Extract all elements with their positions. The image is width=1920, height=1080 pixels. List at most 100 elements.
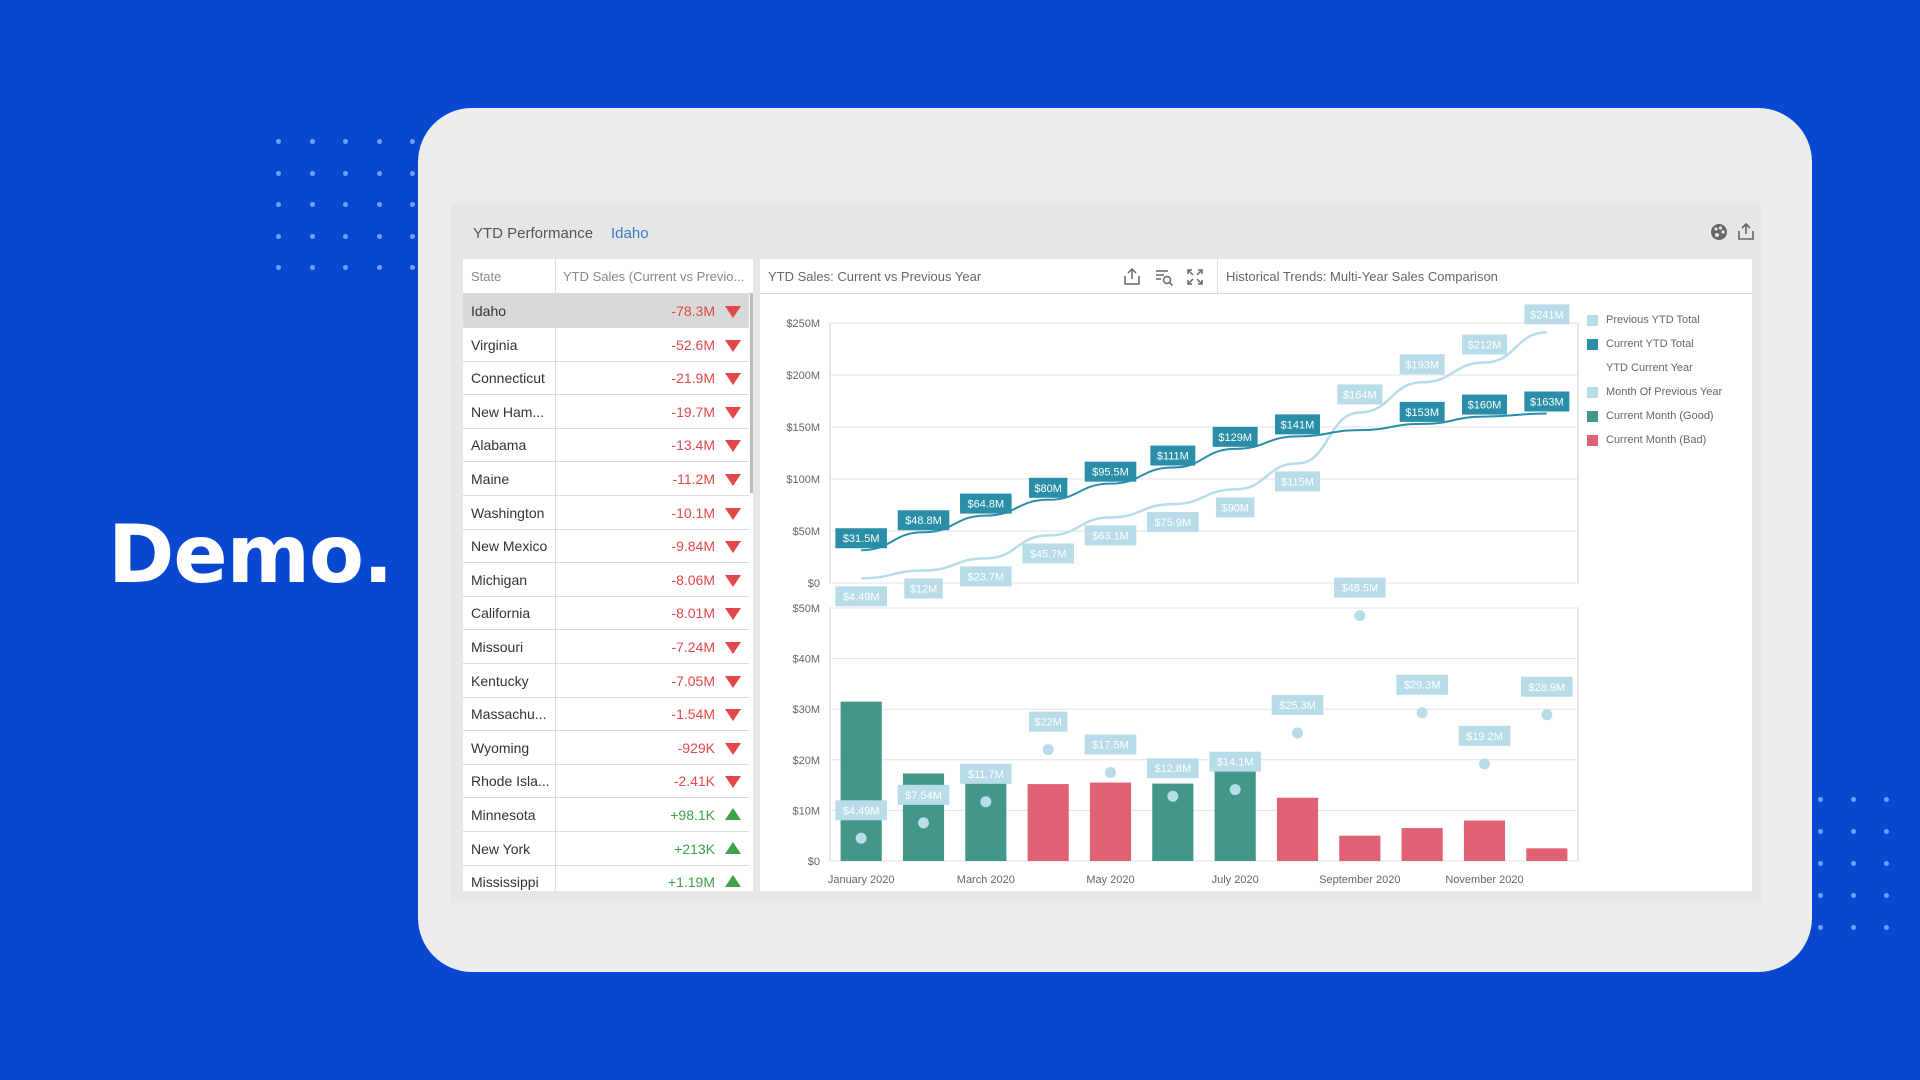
x-tick-label: September 2020 [1319, 874, 1400, 886]
table-row[interactable]: Mississippi +1.19M [463, 865, 749, 891]
filter-search-icon[interactable] [1153, 266, 1175, 288]
previous-month-label: $12.8M [1147, 758, 1199, 779]
trend-down-icon [725, 440, 741, 453]
current-ytd-label: $129M [1212, 426, 1258, 447]
svg-text:$29.3M: $29.3M [1404, 680, 1441, 692]
chart-tabs: YTD Sales: Current vs Previous Year Hist… [760, 259, 1752, 294]
table-row[interactable]: Michigan -8.06M [463, 562, 749, 597]
export-icon[interactable] [1121, 266, 1143, 288]
state-name: Maine [471, 471, 510, 487]
table-row[interactable]: Minnesota +98.1K [463, 798, 749, 832]
table-row[interactable]: New Ham... -19.7M [463, 394, 749, 429]
export-icon[interactable] [1735, 221, 1757, 243]
table-row[interactable]: Connecticut -21.9M [463, 361, 749, 396]
maximize-icon[interactable] [1184, 266, 1206, 288]
grid-scrollbar[interactable] [750, 293, 753, 493]
previous-ytd-label: $90M [1215, 497, 1255, 518]
legend-label: Current Month (Bad) [1606, 434, 1707, 446]
previous-ytd-label: $115M [1275, 471, 1320, 492]
legend-label: Month Of Previous Year [1606, 386, 1723, 398]
table-row[interactable]: Massachu... -1.54M [463, 697, 749, 732]
previous-month-marker [918, 817, 929, 829]
svg-text:$11.7M: $11.7M [968, 769, 1004, 781]
previous-ytd-label: $45.7M [1022, 543, 1074, 564]
table-row[interactable]: Kentucky -7.05M [463, 663, 749, 698]
previous-month-marker [1479, 758, 1490, 770]
x-tick-label: January 2020 [828, 874, 895, 886]
svg-text:$95.5M: $95.5M [1092, 467, 1129, 479]
svg-text:$4.49M: $4.49M [843, 591, 880, 603]
legend-swatch [1587, 387, 1598, 398]
table-row[interactable]: Wyoming -929K [463, 730, 749, 765]
ytd-sales-value: +1.19M [667, 874, 715, 891]
grid-header: State YTD Sales (Current vs Previo... [463, 259, 753, 294]
x-tick-label: May 2020 [1086, 874, 1134, 886]
legend-label: Current Month (Good) [1606, 410, 1714, 422]
y-tick-label: $150M [786, 422, 820, 434]
state-name: California [471, 605, 531, 622]
ytd-sales-value: -8.06M [671, 571, 715, 588]
current-month-bar [1463, 820, 1506, 861]
current-ytd-label: $64.8M [960, 493, 1012, 514]
previous-month-label: $22M [1028, 711, 1068, 732]
trend-down-icon [725, 709, 741, 722]
state-name: Virginia [471, 336, 518, 353]
previous-ytd-label: $12M [904, 578, 943, 599]
y-tick-label: $20M [792, 755, 820, 767]
table-row[interactable]: New York +213K [463, 831, 749, 866]
table-row[interactable]: California -8.01M [463, 596, 749, 631]
table-row[interactable]: Rhode Isla... -2.41K [463, 764, 749, 799]
x-tick-label: July 2020 [1212, 874, 1259, 886]
svg-text:$163M: $163M [1530, 396, 1564, 408]
table-row[interactable]: Washington -10.1M [463, 495, 749, 530]
state-name: Minnesota [471, 807, 536, 823]
previous-month-marker [855, 832, 867, 844]
tab-ytd-sales[interactable]: YTD Sales: Current vs Previous Year [760, 259, 1218, 293]
trend-down-icon [725, 608, 741, 621]
y-tick-label: $0 [808, 578, 820, 590]
x-tick-label: March 2020 [957, 874, 1015, 886]
ytd-sales-value: -1.54M [671, 706, 715, 723]
trend-up-icon [725, 808, 741, 820]
trend-down-icon [725, 541, 741, 554]
previous-month-marker [1167, 790, 1179, 802]
previous-month-label: $19.2M [1458, 725, 1511, 746]
tab-ytd-sales-label: YTD Sales: Current vs Previous Year [768, 269, 982, 284]
legend-swatch [1587, 411, 1598, 422]
svg-text:$111M: $111M [1157, 451, 1189, 463]
svg-text:$12.8M: $12.8M [1154, 763, 1191, 775]
dashboard-subtitle[interactable]: Idaho [611, 225, 649, 242]
current-ytd-line [861, 412, 1547, 552]
trend-down-icon [725, 742, 741, 755]
y-tick-label: $250M [786, 318, 820, 330]
trend-down-icon [725, 306, 741, 318]
trend-down-icon [725, 776, 741, 789]
state-name: Idaho [471, 303, 507, 319]
svg-text:$164M: $164M [1343, 389, 1377, 401]
table-row[interactable]: Alabama -13.4M [463, 428, 749, 463]
trend-down-icon [725, 574, 741, 587]
state-name: Massachu... [471, 706, 547, 723]
table-row[interactable]: Idaho -78.3M [463, 294, 749, 328]
column-header-ytd-sales[interactable]: YTD Sales (Current vs Previo... [563, 269, 745, 284]
palette-icon[interactable] [1708, 221, 1730, 243]
table-row[interactable]: Virginia -52.6M [463, 327, 749, 362]
previous-month-marker [1416, 707, 1428, 719]
table-row[interactable]: New Mexico -9.84M [463, 529, 749, 564]
current-ytd-label: $111M [1150, 445, 1196, 466]
tab-historical-trends[interactable]: Historical Trends: Multi-Year Sales Comp… [1226, 269, 1498, 284]
dashboard-title: YTD Performance [473, 225, 594, 242]
column-header-state[interactable]: State [471, 269, 502, 284]
table-row[interactable]: Maine -11.2M [463, 462, 749, 496]
table-row[interactable]: Missouri -7.24M [463, 630, 749, 664]
previous-ytd-label: $75.9M [1147, 512, 1199, 533]
state-name: New Ham... [471, 403, 545, 420]
current-month-bar [1027, 784, 1069, 861]
y-tick-label: $50M [792, 526, 820, 538]
current-ytd-label: $153M [1399, 401, 1445, 422]
state-name: Missouri [471, 639, 524, 655]
ytd-sales-value: -19.7M [671, 403, 715, 420]
svg-text:$7.54M: $7.54M [905, 790, 942, 802]
ytd-sales-value: -2.41K [673, 773, 715, 790]
state-name: Rhode Isla... [471, 773, 550, 790]
